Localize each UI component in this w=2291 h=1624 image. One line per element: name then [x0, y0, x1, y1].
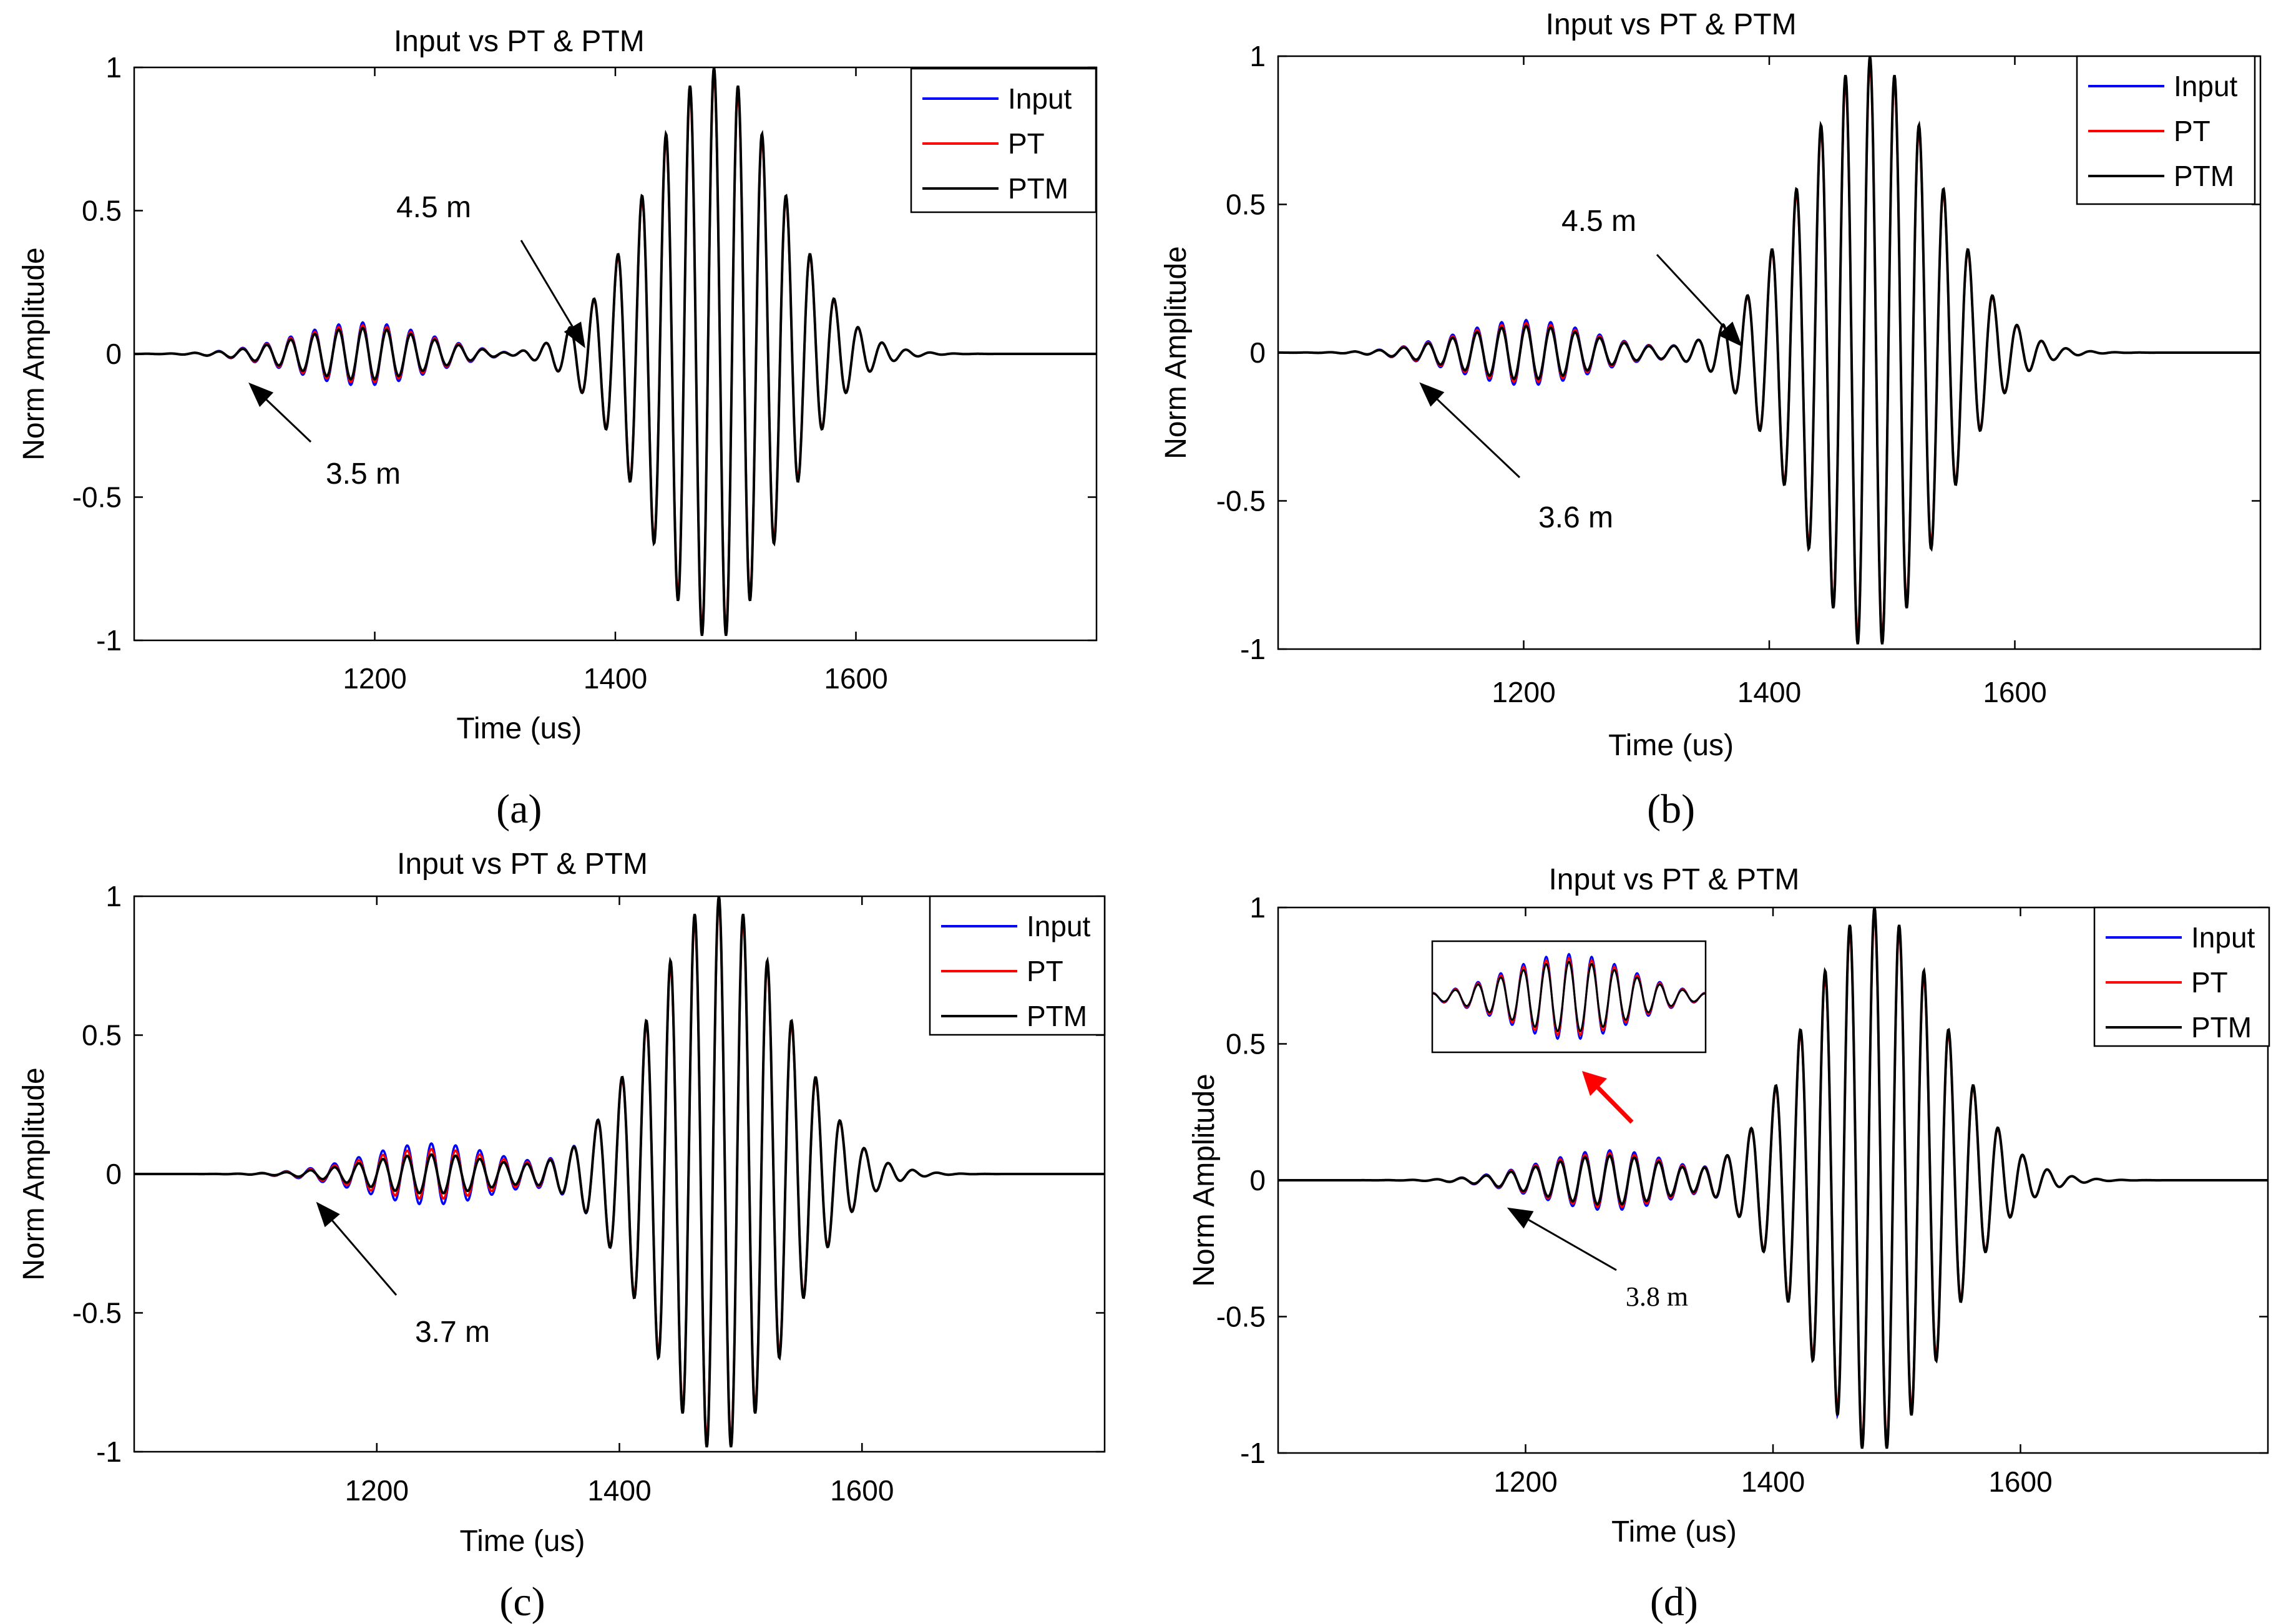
inset-box	[1431, 940, 1707, 1054]
panel-label: (a)	[496, 786, 542, 832]
x-tick-label: 1200	[343, 662, 406, 695]
annotation-label: 3.7 m	[415, 1316, 490, 1349]
chart-panel-a: 1200 1400 1600 -1 -0.5 0 0.5 1 Input vs PT & PTM…	[17, 25, 1098, 832]
series-line-ptm	[1278, 56, 2260, 645]
inset-arrow-head	[1582, 1071, 1607, 1096]
x-tick-label: 1200	[1493, 1465, 1557, 1498]
chart-panel-b: 1200 1400 1600 -1 -0.5 0 0.5 1 Input vs PT & PTM…	[1160, 8, 2262, 832]
annotation-arrow-line	[520, 240, 574, 328]
y-axis-label: Norm Amplitude	[1188, 1074, 1221, 1286]
inset-line-input	[1432, 952, 1706, 1040]
legend-entry-pt: PT	[2191, 966, 2228, 999]
x-tick-label: 1600	[1983, 676, 2046, 708]
annotation-arrow-line	[266, 399, 312, 443]
annotation-label: 4.5 m	[396, 191, 471, 224]
y-tick-label: -0.5	[1216, 1301, 1266, 1333]
annotation-label: 3.6 m	[1538, 501, 1613, 534]
y-tick-label: -1	[96, 1436, 122, 1468]
y-axis-label: Norm Amplitude	[17, 1067, 51, 1280]
inset-line-pt	[1432, 956, 1706, 1037]
x-tick-label: 1200	[1492, 676, 1555, 708]
y-tick-label: -1	[96, 624, 122, 657]
legend-entry-input: Input	[2191, 921, 2255, 954]
x-tick-label: 1600	[830, 1474, 894, 1507]
y-tick-label: 0.5	[82, 1019, 122, 1052]
annotation-arrow-line	[331, 1220, 398, 1296]
x-axis-label: Time (us)	[1608, 729, 1734, 762]
legend-entry-input: Input	[1008, 82, 1072, 115]
x-tick-label: 1400	[587, 1474, 651, 1507]
series-line-ptm	[134, 896, 1105, 1448]
series-line-ptm	[134, 67, 1097, 636]
legend-entry-pt: PT	[2174, 115, 2210, 147]
y-axis-label: Norm Amplitude	[1160, 246, 1193, 459]
y-tick-label: 0	[1249, 336, 1266, 369]
panel-label: (c)	[499, 1579, 545, 1624]
inset-arrow-line	[1595, 1084, 1634, 1124]
x-tick-label: 1400	[584, 662, 647, 695]
x-tick-label: 1400	[1741, 1465, 1805, 1498]
annotation-arrow-head	[1717, 321, 1742, 347]
legend-entry-ptm: PTM	[1027, 1000, 1087, 1032]
y-axis-label: Norm Amplitude	[17, 247, 51, 460]
x-axis-label: Time (us)	[456, 712, 582, 745]
annotation-arrow-line	[1656, 253, 1726, 330]
chart-title: Input vs PT & PTM	[1548, 863, 1799, 896]
x-tick-label: 1200	[345, 1474, 409, 1507]
y-tick-label: 0.5	[1226, 1028, 1266, 1060]
y-tick-label: 1	[1249, 891, 1266, 924]
chart-title: Input vs PT & PTM	[394, 25, 645, 58]
legend-entry-input: Input	[2174, 70, 2238, 102]
panel-label: (b)	[1647, 786, 1695, 832]
x-tick-label: 1600	[824, 662, 887, 695]
legend-entry-ptm: PTM	[2174, 160, 2234, 192]
legend-entry-ptm: PTM	[2191, 1011, 2252, 1044]
annotation-label: 3.5 m	[326, 457, 401, 491]
panel-label: (d)	[1650, 1579, 1698, 1624]
annotation-arrow-head	[1419, 382, 1445, 407]
y-tick-label: 0.5	[82, 195, 122, 227]
chart-panel-d: 1200 1400 1600 -1 -0.5 0 0.5 1 Input vs PT & PTM…	[1188, 863, 2270, 1624]
legend-entry-input: Input	[1027, 910, 1091, 942]
y-tick-label: -0.5	[72, 1297, 122, 1329]
annotation-arrow-head	[316, 1201, 340, 1228]
annotation-label: 4.5 m	[1561, 205, 1636, 238]
y-tick-label: 1	[105, 51, 122, 84]
y-tick-label: -1	[1240, 633, 1266, 665]
legend-box	[2093, 906, 2270, 1047]
annotation-label: 3.8 m	[1626, 1281, 1688, 1312]
y-tick-label: 0.5	[1226, 188, 1266, 221]
annotation-arrow-line	[1528, 1219, 1617, 1271]
annotation-arrow-line	[1437, 398, 1521, 479]
y-tick-label: 1	[1249, 40, 1266, 72]
y-tick-label: 0	[105, 1158, 122, 1190]
legend-entry-ptm: PTM	[1008, 172, 1068, 205]
y-tick-label: 1	[105, 880, 122, 912]
legend-entry-pt: PT	[1008, 127, 1045, 160]
series-line-ptm	[1278, 907, 2268, 1449]
y-tick-label: -0.5	[1216, 485, 1266, 517]
y-tick-label: -1	[1240, 1437, 1266, 1469]
x-axis-label: Time (us)	[1611, 1515, 1737, 1548]
annotation-arrow-head	[1507, 1207, 1534, 1229]
inset-line-ptm	[1432, 960, 1706, 1033]
legend-box	[929, 895, 1106, 1036]
chart-title: Input vs PT & PTM	[397, 848, 648, 881]
annotation-arrow-head	[248, 382, 274, 408]
y-tick-label: -0.5	[72, 481, 122, 514]
chart-panel-c: 1200 1400 1600 -1 -0.5 0 0.5 1 Input vs PT & PTM…	[17, 848, 1106, 1624]
legend-entry-pt: PT	[1027, 955, 1063, 987]
y-tick-label: 0	[1249, 1164, 1266, 1196]
annotation-arrow-head	[564, 321, 585, 348]
x-tick-label: 1600	[1988, 1465, 2052, 1498]
chart-title: Input vs PT & PTM	[1546, 8, 1797, 41]
y-tick-label: 0	[105, 338, 122, 370]
x-tick-label: 1400	[1737, 676, 1801, 708]
x-axis-label: Time (us)	[460, 1525, 585, 1558]
